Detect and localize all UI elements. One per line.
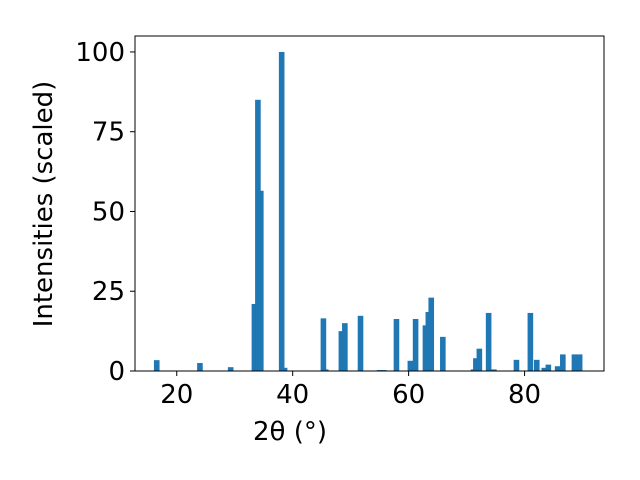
- bar: [485, 312, 492, 371]
- bar: [255, 99, 261, 372]
- bar: [393, 318, 400, 371]
- bar: [342, 323, 348, 371]
- y-tick-label: 25: [92, 277, 125, 307]
- bar: [422, 325, 429, 371]
- y-tick-label: 100: [75, 38, 125, 68]
- x-tick-label: 60: [392, 380, 425, 410]
- bar: [281, 367, 288, 371]
- bar: [407, 360, 414, 371]
- bar: [527, 312, 534, 371]
- bar: [412, 318, 419, 371]
- x-tick-label: 80: [508, 380, 541, 410]
- bar: [440, 336, 446, 371]
- bar: [227, 367, 234, 371]
- bar: [476, 348, 483, 371]
- bar: [197, 363, 203, 371]
- bar: [576, 354, 583, 371]
- bar: [278, 51, 285, 371]
- bar: [541, 367, 548, 371]
- y-tick-label: 75: [92, 118, 125, 148]
- bar: [322, 369, 329, 371]
- x-tick-label: 40: [276, 380, 309, 410]
- bar: [320, 318, 327, 371]
- bar: [473, 358, 479, 371]
- bar: [545, 364, 552, 371]
- bar: [513, 359, 520, 371]
- bar: [428, 297, 435, 371]
- bar: [153, 360, 160, 371]
- y-tick-label: 0: [108, 357, 125, 387]
- bar: [533, 359, 540, 371]
- bar: [554, 366, 561, 371]
- bar: [425, 311, 432, 371]
- plot-frame: [134, 35, 605, 372]
- x-axis-label: 2θ (°): [253, 417, 327, 447]
- bar: [251, 304, 258, 371]
- bar: [571, 354, 578, 371]
- y-axis-label: Intensities (scaled): [29, 81, 59, 328]
- bar: [491, 369, 497, 371]
- bar: [338, 331, 345, 371]
- bar: [560, 354, 566, 371]
- x-tick-label: 20: [160, 380, 193, 410]
- bar: [258, 190, 264, 371]
- bar: [357, 315, 364, 371]
- y-tick-label: 50: [92, 197, 125, 227]
